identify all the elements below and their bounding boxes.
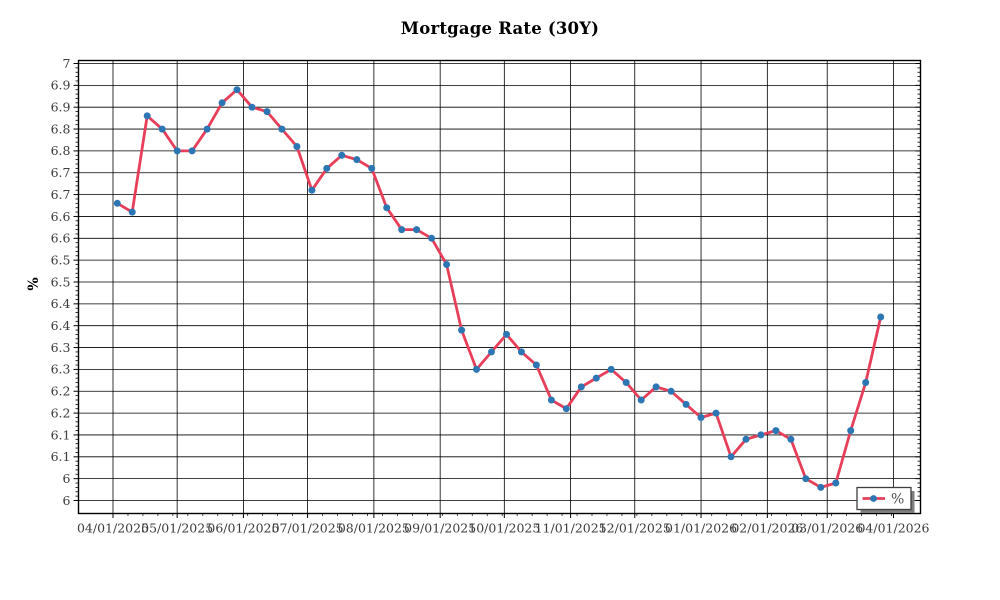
- data-point: [682, 400, 690, 408]
- data-point: [862, 379, 870, 386]
- y-tick-label: 6.1: [51, 449, 71, 464]
- data-point: [143, 112, 151, 120]
- data-point: [532, 361, 540, 369]
- data-point: [353, 156, 361, 164]
- y-tick-label: 6.8: [51, 121, 71, 136]
- data-point: [428, 234, 436, 242]
- data-point: [592, 374, 600, 382]
- y-tick-label: 6.7: [51, 165, 71, 180]
- x-tick-label: 11/01/2025: [535, 521, 607, 536]
- data-point: [473, 365, 480, 373]
- data-point: [517, 348, 525, 356]
- y-tick-label: 6.3: [51, 362, 71, 377]
- y-tick-label: 6.7: [51, 187, 71, 202]
- axis-labels: 7 6.9 6.9 6.8 6.8 6.7 6.7 6.6 6.6 6.5 6.5 6.4 6.4 6.3…: [51, 56, 930, 536]
- y-tick-label: 6.6: [51, 231, 71, 246]
- data-point: [547, 396, 555, 404]
- y-tick-label: 6.3: [51, 340, 71, 355]
- data-point: [158, 125, 166, 133]
- y-tick-label: 6.9: [51, 78, 71, 93]
- data-point: [802, 475, 810, 483]
- y-tick-label: 6: [63, 471, 71, 486]
- x-tick-label: 03/01/2026: [791, 521, 863, 536]
- data-point: [637, 396, 645, 404]
- legend-marker-sample: [870, 495, 877, 502]
- data-point: [727, 453, 735, 461]
- data-point: [458, 326, 466, 334]
- data-point: [652, 383, 660, 391]
- data-point: [278, 125, 286, 133]
- data-point: [338, 151, 346, 159]
- data-point: [877, 313, 885, 321]
- data-point: [368, 164, 376, 172]
- data-point: [577, 383, 585, 391]
- x-tick-label: 10/01/2025: [468, 521, 540, 536]
- data-point: [832, 479, 840, 487]
- data-point: [413, 226, 421, 234]
- data-point: [607, 365, 615, 373]
- data-point: [712, 409, 720, 417]
- y-tick-label: 6.1: [51, 427, 71, 442]
- gridlines: [78, 60, 921, 514]
- y-tick-label: 6.4: [51, 296, 71, 311]
- y-tick-label: 6.6: [51, 209, 71, 224]
- x-tick-label: 12/01/2025: [599, 521, 671, 536]
- legend-label: %: [891, 492, 904, 508]
- y-tick-label: 6: [63, 493, 71, 508]
- x-tick-label: 01/01/2026: [665, 521, 737, 536]
- data-point: [173, 147, 181, 155]
- data-point: [233, 86, 241, 94]
- data-point: [293, 143, 301, 150]
- y-tick-label: 7: [63, 56, 71, 71]
- data-point: [697, 414, 705, 421]
- series-line: [115, 88, 883, 489]
- data-point: [847, 427, 855, 435]
- data-point: [128, 208, 136, 216]
- data-point: [188, 147, 196, 155]
- x-tick-label: 07/01/2025: [272, 521, 344, 536]
- data-point: [667, 387, 675, 395]
- x-tick-label: 05/01/2025: [141, 521, 213, 536]
- chart-title: Mortgage Rate (30Y): [400, 19, 600, 38]
- x-tick-label: 04/01/2025: [77, 521, 149, 536]
- data-point: [772, 427, 780, 435]
- data-point: [383, 204, 391, 212]
- data-point: [757, 431, 765, 439]
- data-point: [113, 199, 121, 207]
- data-point: [742, 435, 750, 443]
- y-tick-label: 6.2: [51, 405, 71, 420]
- data-point: [488, 348, 495, 356]
- data-point: [398, 226, 406, 234]
- x-tick-label: 02/01/2026: [731, 521, 803, 536]
- y-tick-label: 6.8: [51, 143, 71, 158]
- data-point: [218, 99, 226, 107]
- x-tick-label: 04/01/2026: [857, 521, 929, 536]
- data-point: [308, 186, 316, 194]
- x-tick-label: 08/01/2025: [338, 521, 410, 536]
- y-tick-label: 6.5: [51, 252, 71, 267]
- legend: %: [856, 486, 915, 513]
- x-tick-label: 09/01/2025: [404, 521, 476, 536]
- y-tick-label: 6.9: [51, 100, 71, 115]
- data-point: [203, 125, 211, 133]
- data-point: [817, 483, 825, 491]
- plot-frame: [77, 59, 922, 515]
- y-axis-label: %: [26, 277, 42, 291]
- y-tick-label: 6.5: [51, 274, 71, 289]
- data-point: [562, 405, 570, 413]
- data-point: [503, 330, 510, 338]
- y-tick-label: 6.2: [51, 384, 71, 399]
- data-point: [323, 164, 331, 172]
- data-point: [443, 261, 451, 268]
- data-point: [263, 108, 271, 116]
- x-tick-label: 06/01/2025: [207, 521, 279, 536]
- data-point: [248, 103, 256, 111]
- series-markers: [113, 86, 885, 491]
- data-point: [787, 435, 795, 443]
- data-point: [622, 379, 630, 386]
- y-tick-label: 6.4: [51, 318, 71, 333]
